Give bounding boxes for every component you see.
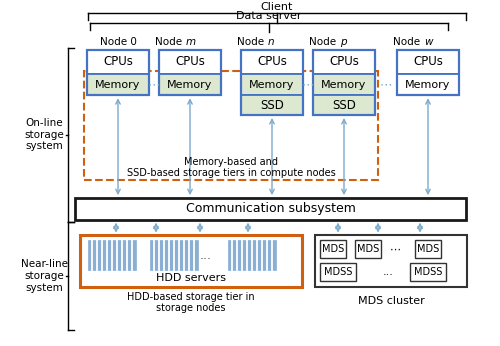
Text: MDSS: MDSS <box>324 267 352 277</box>
Text: Data server: Data server <box>236 11 302 21</box>
Text: MDS: MDS <box>357 244 379 254</box>
Bar <box>159 50 221 95</box>
Text: SSD: SSD <box>332 99 356 112</box>
Bar <box>320 263 356 281</box>
Bar <box>228 240 276 270</box>
Bar <box>75 198 466 220</box>
Text: ⋯: ⋯ <box>148 78 160 91</box>
Bar <box>241 95 303 115</box>
Text: ...: ... <box>382 267 394 277</box>
Bar <box>410 263 446 281</box>
Bar <box>150 240 198 270</box>
Text: Near-line
storage
system: Near-line storage system <box>20 260 68 293</box>
Text: Memory-based and
SSD-based storage tiers in compute nodes: Memory-based and SSD-based storage tiers… <box>126 157 336 178</box>
Text: CPUs: CPUs <box>257 55 287 69</box>
Text: m: m <box>186 37 196 47</box>
Bar <box>241 50 303 74</box>
Bar <box>355 240 381 258</box>
Text: MDSS: MDSS <box>414 267 442 277</box>
Bar <box>87 50 149 95</box>
Text: CPUs: CPUs <box>329 55 359 69</box>
Text: MDS cluster: MDS cluster <box>358 295 424 306</box>
Text: Memory: Memory <box>96 80 140 90</box>
Text: ...: ... <box>200 249 212 262</box>
Text: Node 0: Node 0 <box>100 37 136 47</box>
Bar <box>320 240 346 258</box>
Text: n: n <box>268 37 274 47</box>
Bar <box>313 74 375 95</box>
Bar <box>84 71 378 180</box>
Bar <box>87 74 149 95</box>
Text: CPUs: CPUs <box>413 55 443 69</box>
Text: MDS: MDS <box>322 244 344 254</box>
Text: Node: Node <box>154 37 185 47</box>
Text: On-line
storage
system: On-line storage system <box>24 118 64 152</box>
Text: ⋯: ⋯ <box>302 78 314 91</box>
Bar <box>159 50 221 74</box>
Text: HDD servers: HDD servers <box>156 273 226 283</box>
Bar <box>241 50 303 115</box>
Bar <box>80 236 302 287</box>
Bar <box>397 74 459 95</box>
Text: Node: Node <box>236 37 267 47</box>
Text: Memory: Memory <box>322 80 366 90</box>
Bar <box>159 74 221 95</box>
Bar <box>315 236 467 287</box>
Text: Communication subsystem: Communication subsystem <box>186 202 356 215</box>
Bar <box>397 50 459 74</box>
Bar <box>313 95 375 115</box>
Text: Node: Node <box>308 37 339 47</box>
Text: MDS: MDS <box>417 244 439 254</box>
Text: CPUs: CPUs <box>175 55 205 69</box>
Bar <box>397 50 459 95</box>
Text: Memory: Memory <box>168 80 212 90</box>
Bar <box>87 50 149 74</box>
Text: Client: Client <box>261 1 293 11</box>
Text: w: w <box>424 37 432 47</box>
Text: HDD-based storage tier in
storage nodes: HDD-based storage tier in storage nodes <box>127 292 255 313</box>
Text: Node: Node <box>392 37 423 47</box>
Bar <box>313 50 375 74</box>
Text: Memory: Memory <box>406 80 450 90</box>
Text: ⋯: ⋯ <box>390 244 400 254</box>
Text: p: p <box>340 37 346 47</box>
Text: Memory: Memory <box>250 80 294 90</box>
Bar <box>415 240 441 258</box>
Bar <box>241 74 303 95</box>
Text: ⋯: ⋯ <box>380 78 392 91</box>
Text: CPUs: CPUs <box>103 55 133 69</box>
Text: SSD: SSD <box>260 99 284 112</box>
Bar <box>88 240 136 270</box>
Bar <box>313 50 375 115</box>
